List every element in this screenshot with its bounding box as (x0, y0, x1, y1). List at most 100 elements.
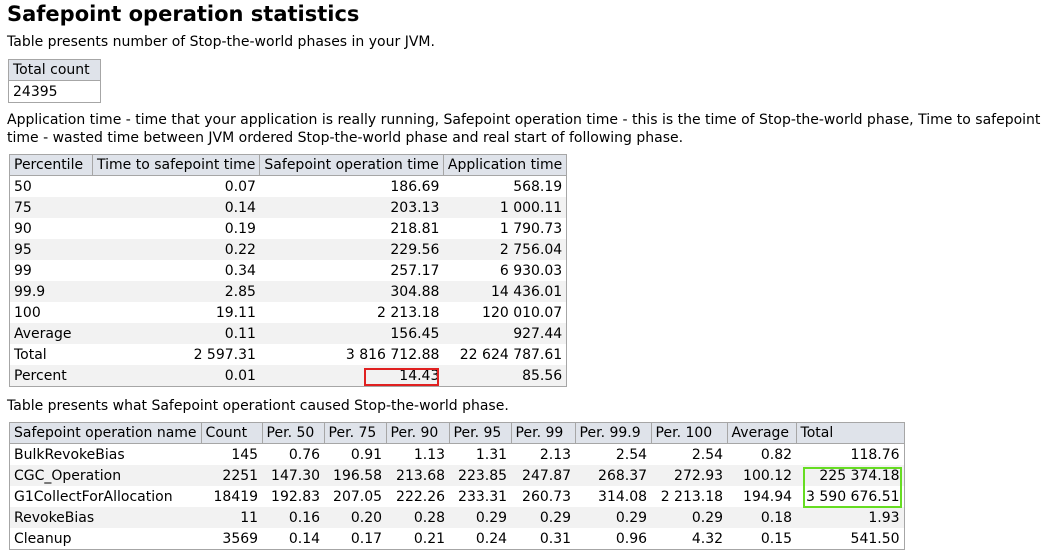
cell-value: 927.44 (443, 323, 567, 344)
cell-value: 0.91 (350, 446, 383, 463)
row-label: 50 (14, 178, 32, 195)
total-time-highlight (803, 467, 902, 508)
cell-value: 0.11 (92, 323, 260, 344)
row-label: 90 (14, 220, 32, 237)
cell-value: 19.11 (215, 304, 256, 321)
ops-column-header: Count (200, 422, 263, 444)
percent-safepoint-highlight (364, 368, 439, 386)
intro-text: Table presents number of Stop-the-world … (7, 34, 435, 50)
table-row: CGC_Operation 2251 147.30 196.58 213.68 223.8… (9, 465, 905, 486)
cell-value: 233.31 (458, 488, 508, 505)
row-label: Cleanup (14, 530, 72, 547)
cell-value: 0.18 (727, 507, 797, 528)
row-label: Total (14, 346, 47, 363)
cell-value: 85.56 (443, 365, 567, 387)
cell-value: 2 213.18 (377, 304, 440, 321)
cell-value: 0.17 (350, 530, 383, 547)
cell-value: 145 (231, 446, 259, 463)
cell-value: 11 (201, 507, 263, 528)
cell-value: 1.13 (413, 446, 446, 463)
ops-column-header: Per. 100 (650, 422, 728, 444)
cell-value: 14 436.01 (443, 281, 567, 302)
cell-value: 229.56 (259, 239, 444, 260)
row-label: BulkRevokeBias (14, 446, 125, 463)
cell-value: 1 790.73 (499, 220, 563, 237)
cell-value: 223.85 (449, 465, 512, 486)
row-label: CGC_Operation (9, 465, 202, 486)
cell-value: 2 756.04 (443, 239, 567, 260)
cell-value: 194.94 (743, 488, 793, 505)
percentile-column-header: Percentile (9, 154, 93, 176)
cell-value: 0.14 (92, 197, 260, 218)
cell-value: 196.58 (324, 465, 387, 486)
table-row: G1CollectForAllocation 18419 192.83 207.05 2… (10, 486, 905, 507)
cell-value: 0.14 (288, 530, 321, 547)
cell-value: 0.82 (760, 446, 793, 463)
cell-value: 0.07 (224, 178, 256, 195)
cell-value: 0.76 (288, 446, 321, 463)
percentile-column-header: Time to safepoint time (91, 154, 261, 176)
cell-value: 2251 (201, 465, 263, 486)
table-row: 90 0.19 218.81 1 790.73 (10, 218, 567, 239)
cell-value: 272.93 (651, 465, 728, 486)
cell-value: 0.96 (615, 530, 648, 547)
table-row: Total 2 597.31 3 816 712.88 22 624 787.61 (10, 344, 567, 365)
row-label: G1CollectForAllocation (14, 488, 173, 505)
cell-value: 120 010.07 (482, 304, 563, 321)
table-row: Average 0.11 156.45 927.44 (9, 323, 567, 344)
ops-column-header: Average (726, 422, 797, 444)
cell-value: 192.83 (271, 488, 321, 505)
cell-value: 22 624 787.61 (459, 346, 563, 363)
cell-value: 0.28 (386, 507, 450, 528)
safepoint-operations-table: Safepoint operation name Count Per. 50 Per.… (9, 422, 905, 550)
cell-value: 0.19 (224, 220, 256, 237)
cell-value: 147.30 (262, 465, 325, 486)
table-row: 99.9 2.85 304.88 14 436.01 (9, 281, 567, 302)
cell-value: 0.29 (575, 507, 652, 528)
cell-value: 118.76 (850, 446, 900, 463)
cell-value: 207.05 (333, 488, 383, 505)
cell-value: 0.01 (92, 365, 260, 387)
cell-value: 213.68 (386, 465, 450, 486)
cell-value: 222.26 (396, 488, 446, 505)
table-row: Cleanup 3569 0.14 0.17 0.21 0.24 0.31 0.96 4.32 0… (10, 528, 905, 550)
row-label: RevokeBias (9, 507, 202, 528)
cell-value: 268.37 (575, 465, 652, 486)
table-row: 99 0.34 257.17 6 930.03 (10, 260, 567, 281)
cell-value: 3 816 712.88 (345, 346, 440, 363)
cell-value: 186.69 (390, 178, 440, 195)
cell-value: 100.12 (727, 465, 797, 486)
page-title: Safepoint operation statistics (7, 2, 360, 26)
cell-value: 1 000.11 (443, 197, 567, 218)
table-row: 95 0.22 229.56 2 756.04 (9, 239, 567, 260)
cell-value: 2.85 (92, 281, 260, 302)
row-label: Percent (9, 365, 93, 387)
row-label: 75 (9, 197, 93, 218)
cell-value: 0.22 (92, 239, 260, 260)
cell-value: 314.08 (598, 488, 648, 505)
cell-value: 18419 (213, 488, 259, 505)
cell-value: 2 213.18 (660, 488, 724, 505)
cell-value: 4.32 (691, 530, 724, 547)
cell-value: 14.43 (259, 365, 444, 387)
cell-value: 304.88 (259, 281, 444, 302)
cell-value: 0.21 (413, 530, 446, 547)
cell-value: 0.16 (262, 507, 325, 528)
cell-value: 0.34 (224, 262, 256, 279)
table-row: 100 19.11 2 213.18 120 010.07 (10, 302, 567, 323)
cell-value: 0.29 (651, 507, 728, 528)
ops-column-header: Per. 50 (261, 422, 325, 444)
ops-column-header: Per. 95 (448, 422, 512, 444)
ops-column-header: Safepoint operation name (9, 422, 202, 444)
ops-column-header: Total (795, 422, 905, 444)
cell-value: 0.29 (449, 507, 512, 528)
cell-value: 218.81 (390, 220, 440, 237)
total-count-header: Total count (8, 59, 101, 81)
cell-value: 3 590 676.51 (806, 488, 900, 505)
percentile-table: Percentile Time to safepoint time Safepoin… (9, 154, 568, 387)
cell-value: 247.87 (511, 465, 576, 486)
cell-value: 568.19 (513, 178, 563, 195)
cell-value: 225 374.18 (796, 465, 905, 486)
total-count-table: Total count 24395 (8, 59, 101, 103)
